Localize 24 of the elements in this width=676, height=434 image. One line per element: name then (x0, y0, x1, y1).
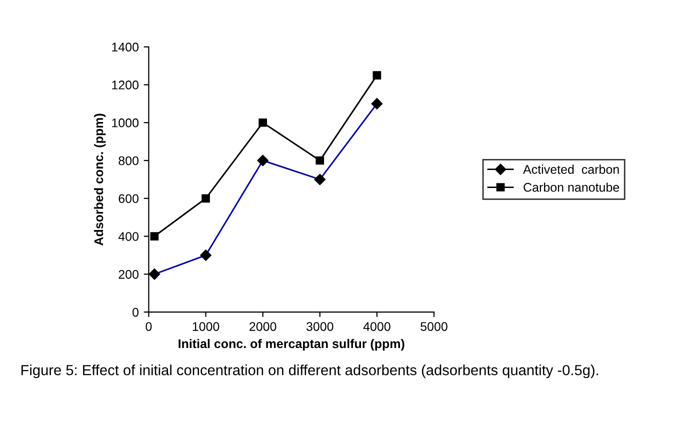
point (150, 232, 159, 240)
x-tick-label: 4000 (363, 322, 390, 331)
y-tick-label: 600 (118, 194, 139, 204)
y-tick-label: 400 (118, 232, 139, 241)
legend-label: Carbon nanotube (524, 182, 620, 192)
y-axis-title: Adsorbed conc. (ppm) (94, 114, 106, 246)
point (316, 156, 324, 165)
x-tick-label: 0 (146, 322, 152, 331)
point (202, 194, 210, 203)
y-tick-label: 0 (132, 308, 139, 317)
x-tick-label: 1000 (192, 322, 220, 331)
legend-label: Activeted carbon (523, 164, 619, 174)
x-tick-label: 5000 (420, 322, 448, 331)
x-tick-label: 2000 (250, 322, 276, 331)
x-axis-title: Initial conc. of mercaptan sulfur (ppm) (178, 338, 404, 351)
y-tick-label: 1000 (112, 118, 139, 128)
point (372, 71, 382, 80)
point (258, 118, 267, 127)
x-tick-label: 3000 (306, 322, 334, 331)
y-tick-label: 1400 (112, 42, 139, 52)
y-tick-label: 200 (118, 270, 139, 279)
caption: Figure 5: Effect of initial concentration on different adsorbents (adsorbents quantity -0.5g). (21, 364, 598, 378)
y-tick-label: 800 (118, 156, 139, 166)
y-tick-label: 1200 (112, 80, 139, 90)
